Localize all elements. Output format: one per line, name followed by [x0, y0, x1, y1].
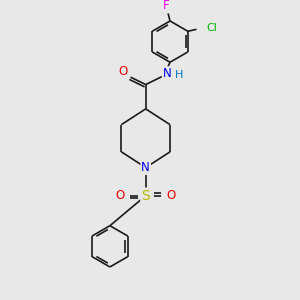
Text: S: S: [141, 189, 150, 203]
Text: O: O: [115, 189, 124, 202]
Text: Cl: Cl: [206, 23, 218, 33]
Text: F: F: [163, 0, 170, 12]
Text: N: N: [163, 67, 172, 80]
Text: O: O: [118, 65, 128, 78]
Text: N: N: [141, 161, 150, 174]
Text: O: O: [167, 189, 176, 202]
Text: H: H: [175, 70, 183, 80]
